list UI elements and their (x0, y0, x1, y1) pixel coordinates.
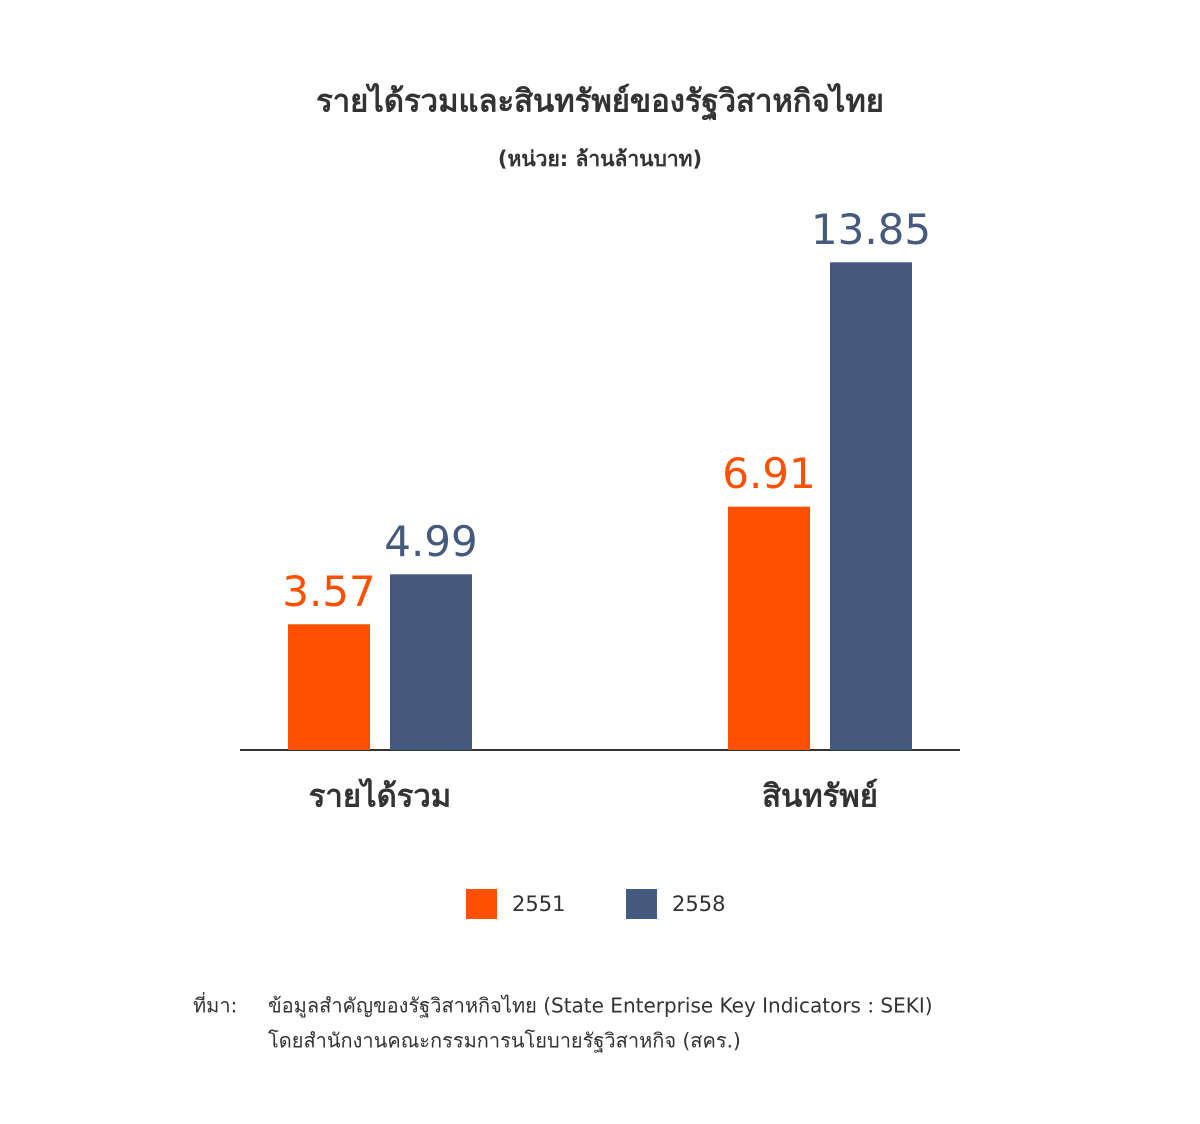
bar (830, 262, 912, 750)
chart-subtitle: (หน่วย: ล้านล้านบาท) (498, 147, 702, 171)
bar (390, 574, 472, 750)
value-label: 13.85 (811, 205, 931, 254)
legend-label: 2558 (672, 892, 725, 916)
source-line: โดยสำนักงานคณะกรรมการนโยบายรัฐวิสาหกิจ (… (268, 1029, 741, 1053)
bar (728, 506, 810, 750)
bar (288, 624, 370, 750)
x-tick-label: สินทรัพย์ (762, 779, 878, 815)
value-label: 3.57 (282, 567, 376, 616)
value-label: 4.99 (384, 517, 478, 566)
source-label: ที่มา: (193, 992, 237, 1018)
source-line: ข้อมูลสำคัญของรัฐวิสาหกิจไทย (State Ente… (268, 994, 933, 1019)
value-label: 6.91 (722, 449, 816, 498)
x-tick-label: รายได้รวม (309, 778, 451, 815)
legend-label: 2551 (512, 892, 565, 916)
legend-swatch (466, 889, 497, 919)
chart-title: รายได้รวมและสินทรัพย์ของรัฐวิสาหกิจไทย (316, 83, 884, 122)
legend-swatch (626, 889, 657, 919)
